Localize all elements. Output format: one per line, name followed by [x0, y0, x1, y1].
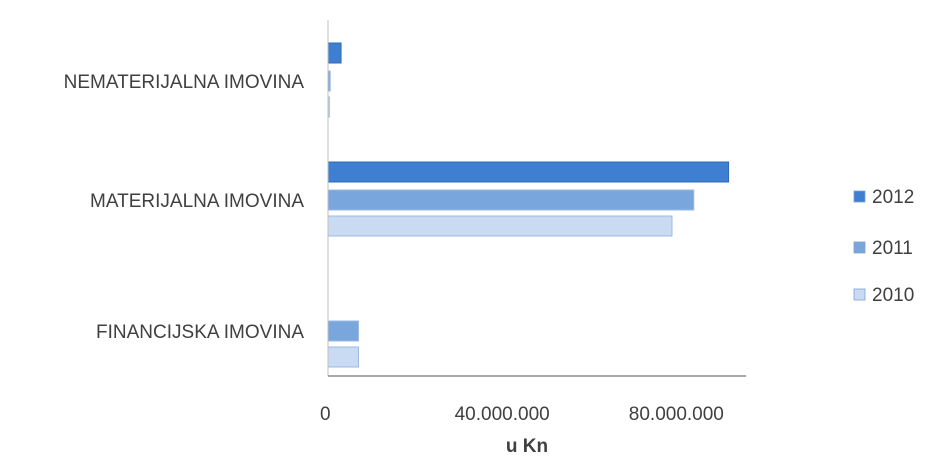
bar-2011: [327, 320, 359, 342]
bar-2010: [327, 346, 359, 368]
x-axis-title: u Kn: [506, 436, 548, 457]
x-tick-label: 40.000.000: [455, 404, 550, 425]
category-label: NEMATERIJALNA IMOVINA: [64, 72, 305, 93]
x-tick-labels: 0 40.000.000 80.000.000: [320, 404, 724, 425]
category-labels: FINANCIJSKA IMOVINA MATERIJALNA IMOVINA NE…: [64, 72, 305, 343]
category-label: MATERIJALNA IMOVINA: [90, 191, 304, 212]
category-label: FINANCIJSKA IMOVINA: [96, 322, 304, 343]
x-tick-label: 80.000.000: [629, 404, 724, 425]
bar-2011: [327, 189, 695, 211]
legend-swatch: [853, 241, 866, 254]
legend-label: 2010: [872, 285, 914, 306]
x-tick-label: 0: [320, 404, 331, 425]
bar-2012: [327, 161, 730, 183]
legend-swatch: [853, 288, 866, 301]
bar-2010: [327, 215, 673, 237]
bar-2012: [327, 42, 342, 64]
legend: 2012 2011 2010: [853, 187, 914, 306]
legend-label: 2011: [872, 238, 913, 259]
legend-label: 2012: [872, 187, 914, 208]
bars: [327, 42, 730, 368]
legend-swatch: [853, 190, 866, 203]
